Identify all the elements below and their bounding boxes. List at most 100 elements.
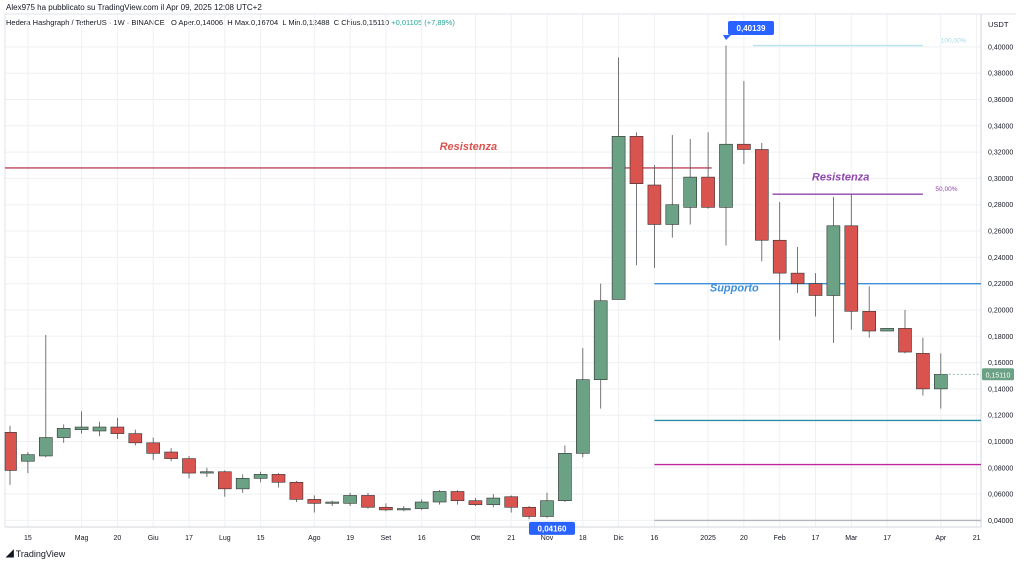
x-tick-label: Apr (935, 535, 947, 542)
y-tick-label: 0,22000 (988, 281, 1013, 288)
candle (737, 81, 751, 164)
candle-body (164, 451, 178, 459)
candle (772, 202, 787, 341)
level-annotation: Resistenza (812, 171, 869, 183)
candle-body (21, 454, 35, 462)
y-tick-label: 0,26000 (988, 229, 1013, 236)
candle-body (200, 471, 214, 474)
published-info: Alex975 ha pubblicato su TradingView.com… (6, 3, 262, 12)
candle (933, 353, 948, 409)
candle-body (379, 506, 393, 511)
candle (683, 138, 698, 225)
candle (253, 471, 268, 483)
candle-body (289, 481, 304, 500)
high-callout-text: 0,40139 (737, 24, 766, 33)
candle (486, 494, 501, 508)
high-callout-pointer (723, 35, 731, 41)
candle (361, 492, 375, 509)
tradingview-brand: TradingView (15, 548, 66, 559)
candle-body (414, 501, 429, 509)
candle (719, 45, 733, 246)
candle-body (218, 471, 232, 490)
close-value: Chius.0,15110 (341, 18, 390, 27)
low-price-callout: 0,04160 (529, 521, 575, 535)
candle (325, 500, 340, 506)
y-tick-label: 0,16000 (988, 360, 1013, 367)
close-label: C (333, 18, 340, 27)
candle (468, 498, 483, 506)
candle-body (826, 225, 841, 296)
candle-body (647, 184, 662, 225)
candle-body (146, 442, 160, 454)
x-tick-label: 17 (883, 535, 891, 542)
y-tick-label: 0,06000 (988, 492, 1013, 499)
symbol-legend: Hedera Hashgraph / TetherUS · 1W · BINAN… (6, 18, 455, 27)
candle-body (898, 328, 912, 353)
candle (271, 473, 286, 488)
candle (182, 455, 196, 479)
x-tick-label: Nov (541, 535, 554, 542)
candle (74, 411, 89, 434)
candle (289, 480, 304, 503)
y-tick-label: 0,12000 (988, 413, 1013, 420)
candle-body (486, 497, 501, 505)
candle (593, 283, 608, 409)
level-annotation: Supporto (710, 282, 759, 294)
fib-level-label: 50,00% (935, 186, 957, 193)
candle (540, 492, 554, 518)
x-tick-label: 17 (185, 535, 193, 542)
candle-body (4, 431, 17, 471)
fib-level-label: 100,00% (941, 37, 967, 44)
y-tick-label: 0,40000 (988, 44, 1013, 51)
candle-body (271, 474, 286, 483)
candle (826, 196, 841, 343)
candle-body (754, 149, 769, 241)
candle (665, 135, 680, 238)
candle-body (593, 300, 608, 380)
low-value: Min.0,12488 (288, 18, 330, 27)
candle (38, 334, 53, 458)
x-tick-label: 15 (257, 535, 265, 542)
y-tick-label: 0,18000 (988, 334, 1013, 341)
candle-body (74, 426, 89, 430)
candle (701, 132, 715, 209)
candle-body (862, 310, 877, 332)
candle (522, 505, 536, 520)
current-price-text: 0,15110 (986, 372, 1011, 379)
candle (379, 503, 393, 512)
x-tick-label: 21 (507, 535, 515, 542)
candle (56, 424, 71, 443)
x-tick-label: Mag (75, 535, 89, 542)
x-tick-label: Mar (845, 535, 858, 542)
candle (862, 286, 877, 338)
candle-body (790, 272, 805, 284)
candle-body (575, 379, 590, 454)
candle-body (629, 136, 644, 184)
candle (504, 495, 519, 513)
y-tick-label: 0,32000 (988, 150, 1013, 157)
candle (790, 246, 805, 293)
level-annotation: Resistenza (440, 141, 497, 153)
tradingview-logo[interactable]: ◢ TradingView (6, 548, 65, 559)
symbol-name[interactable]: Hedera Hashgraph / TetherUS · 1W · BINAN… (6, 18, 165, 27)
candle-body (450, 491, 465, 501)
candle-body (468, 500, 483, 505)
candle (880, 328, 894, 332)
low-callout-text: 0,04160 (538, 524, 567, 533)
candle (164, 448, 178, 462)
y-tick-label: 0,38000 (988, 71, 1013, 78)
candle-body (56, 428, 71, 438)
candle-body (325, 501, 340, 504)
y-tick-label: 0,08000 (988, 465, 1013, 472)
candle-body (110, 426, 125, 434)
y-tick-label: 0,10000 (988, 439, 1013, 446)
open-value: Aper.0,14006 (178, 18, 224, 27)
x-tick-label: 16 (651, 535, 659, 542)
candle (432, 490, 447, 505)
candle (200, 467, 214, 478)
candle (21, 452, 35, 474)
x-tick-label: Lug (219, 535, 231, 542)
x-tick-label: Ott (471, 535, 480, 542)
candle (235, 474, 250, 493)
